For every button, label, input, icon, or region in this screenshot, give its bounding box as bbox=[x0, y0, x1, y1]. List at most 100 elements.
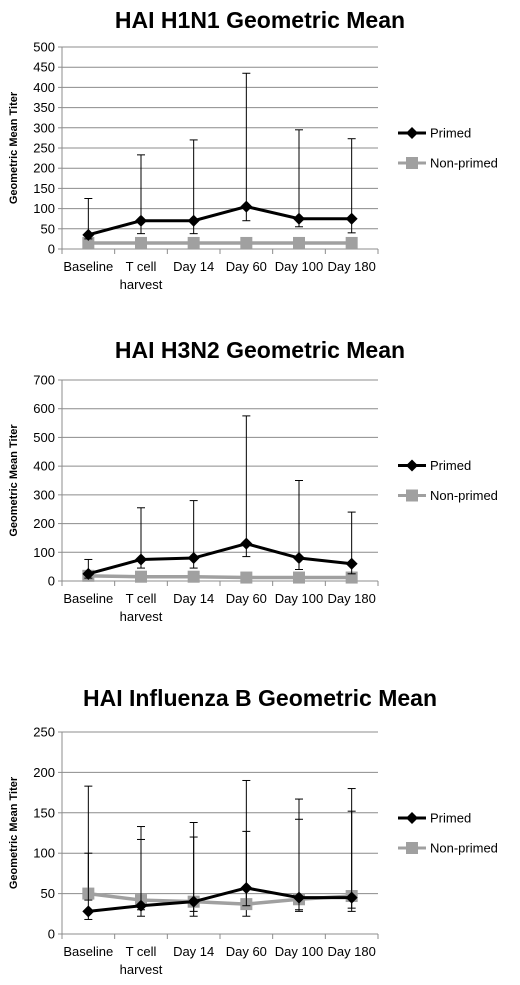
x-tick-label: T cell bbox=[126, 259, 157, 274]
chart-panel-h3n2: HAI H3N2 Geometric Mean 0 100 200 300 400 500 6… bbox=[0, 330, 520, 655]
x-tick-label: Day 100 bbox=[275, 944, 323, 959]
y-tick-label: 350 bbox=[33, 100, 55, 115]
data-point bbox=[345, 236, 358, 249]
legend-label: Non-primed bbox=[430, 841, 498, 856]
data-point bbox=[240, 200, 253, 213]
y-tick-label: 450 bbox=[33, 60, 55, 75]
legend-marker bbox=[406, 812, 418, 824]
y-tick-label: 0 bbox=[48, 574, 55, 589]
data-point bbox=[82, 228, 95, 241]
data-point bbox=[82, 567, 95, 580]
y-tick-label: 100 bbox=[33, 846, 55, 861]
data-point bbox=[187, 552, 200, 565]
legend-label: Non-primed bbox=[430, 488, 498, 503]
legend: Primed Non-primed bbox=[398, 811, 498, 856]
data-point bbox=[345, 212, 358, 225]
x-tick-label: harvest bbox=[120, 277, 163, 292]
y-axis-label: Geometric Mean Titer bbox=[8, 424, 20, 537]
series-non-primed bbox=[82, 236, 358, 249]
y-tick-label: 0 bbox=[48, 927, 55, 942]
data-point bbox=[293, 891, 305, 904]
chart-h3n2: HAI H3N2 Geometric Mean 0 100 200 300 400 500 6… bbox=[8, 337, 498, 624]
chart-title: HAI Influenza B Geometric Mean bbox=[83, 685, 437, 711]
chart-title: HAI H1N1 Geometric Mean bbox=[115, 7, 405, 33]
data-point bbox=[293, 571, 305, 584]
x-tick-label: Day 14 bbox=[173, 591, 214, 606]
y-axis-label: Geometric Mean Titer bbox=[8, 91, 20, 204]
y-tick-label: 300 bbox=[33, 487, 55, 502]
y-tick-label: 50 bbox=[41, 886, 55, 901]
x-tick-label: T cell bbox=[126, 944, 157, 959]
series-line bbox=[88, 886, 352, 913]
data-point bbox=[345, 571, 358, 584]
x-tick-label: Day 60 bbox=[226, 944, 267, 959]
x-tick-label: Day 180 bbox=[327, 259, 375, 274]
x-tick-label: harvest bbox=[120, 962, 163, 977]
y-tick-label: 400 bbox=[33, 459, 55, 474]
data-point bbox=[240, 537, 253, 550]
data-point bbox=[187, 236, 200, 249]
y-tick-label: 250 bbox=[33, 725, 55, 740]
data-point bbox=[82, 905, 95, 918]
data-point bbox=[135, 236, 147, 249]
data-point bbox=[135, 899, 147, 912]
y-tick-label: 100 bbox=[33, 201, 55, 216]
data-point bbox=[345, 891, 358, 904]
data-point bbox=[240, 881, 253, 894]
series-primed bbox=[82, 415, 358, 580]
y-tick-label: 400 bbox=[33, 80, 55, 95]
x-tick-label: Baseline bbox=[63, 944, 113, 959]
legend-marker bbox=[406, 842, 418, 854]
data-point bbox=[135, 214, 147, 227]
x-tick-label: Day 60 bbox=[226, 259, 267, 274]
x-tick-label: Day 100 bbox=[275, 259, 323, 274]
data-point bbox=[293, 212, 305, 225]
y-tick-label: 600 bbox=[33, 401, 55, 416]
series-primed bbox=[82, 779, 358, 920]
y-tick-label: 300 bbox=[33, 120, 55, 135]
legend-marker bbox=[406, 489, 418, 502]
y-tick-label: 200 bbox=[33, 765, 55, 780]
series-line bbox=[88, 574, 352, 580]
x-tick-label: Day 100 bbox=[275, 591, 323, 606]
y-axis-label: Geometric Mean Titer bbox=[8, 776, 20, 889]
legend-label: Primed bbox=[430, 458, 471, 473]
data-point bbox=[187, 214, 200, 227]
y-tick-label: 200 bbox=[33, 161, 55, 176]
data-point bbox=[187, 570, 200, 583]
y-tick-label: 500 bbox=[33, 40, 55, 55]
x-tick-label: Day 14 bbox=[173, 259, 214, 274]
legend-label: Non-primed bbox=[430, 156, 498, 171]
y-tick-label: 500 bbox=[33, 430, 55, 445]
data-point bbox=[187, 895, 200, 908]
x-tick-label: harvest bbox=[120, 609, 163, 624]
legend-marker bbox=[406, 157, 418, 169]
series-primed bbox=[82, 72, 358, 241]
data-point bbox=[82, 236, 95, 249]
series-non-primed bbox=[82, 810, 358, 917]
legend: Primed Non-primed bbox=[398, 458, 498, 503]
data-point bbox=[293, 552, 305, 565]
series-line bbox=[87, 542, 352, 576]
x-tick-label: Baseline bbox=[63, 259, 113, 274]
legend-label: Primed bbox=[430, 126, 471, 141]
x-tick-label: Day 180 bbox=[327, 944, 375, 959]
series-line bbox=[87, 205, 352, 237]
legend: Primed Non-primed bbox=[398, 126, 498, 171]
chart-panel-h1n1: HAI H1N1 Geometric Mean 0 50 100 150 200 250 30… bbox=[0, 0, 520, 325]
x-tick-label: Day 60 bbox=[226, 591, 267, 606]
data-point bbox=[135, 570, 147, 583]
data-point bbox=[345, 557, 358, 570]
y-tick-label: 200 bbox=[33, 516, 55, 531]
legend-label: Primed bbox=[430, 811, 471, 826]
chart-panel-influenza-b: HAI Influenza B Geometric Mean 0 50 100 150 2… bbox=[0, 660, 520, 985]
y-tick-label: 150 bbox=[33, 805, 55, 820]
series-non-primed bbox=[82, 569, 358, 584]
legend-marker bbox=[406, 127, 418, 139]
data-point bbox=[135, 553, 147, 566]
legend-marker bbox=[406, 459, 418, 472]
x-tick-label: Day 180 bbox=[327, 591, 375, 606]
y-tick-label: 150 bbox=[33, 181, 55, 196]
chart-h1n1: HAI H1N1 Geometric Mean 0 50 100 150 200 250 30… bbox=[8, 7, 498, 292]
data-point bbox=[240, 571, 253, 584]
